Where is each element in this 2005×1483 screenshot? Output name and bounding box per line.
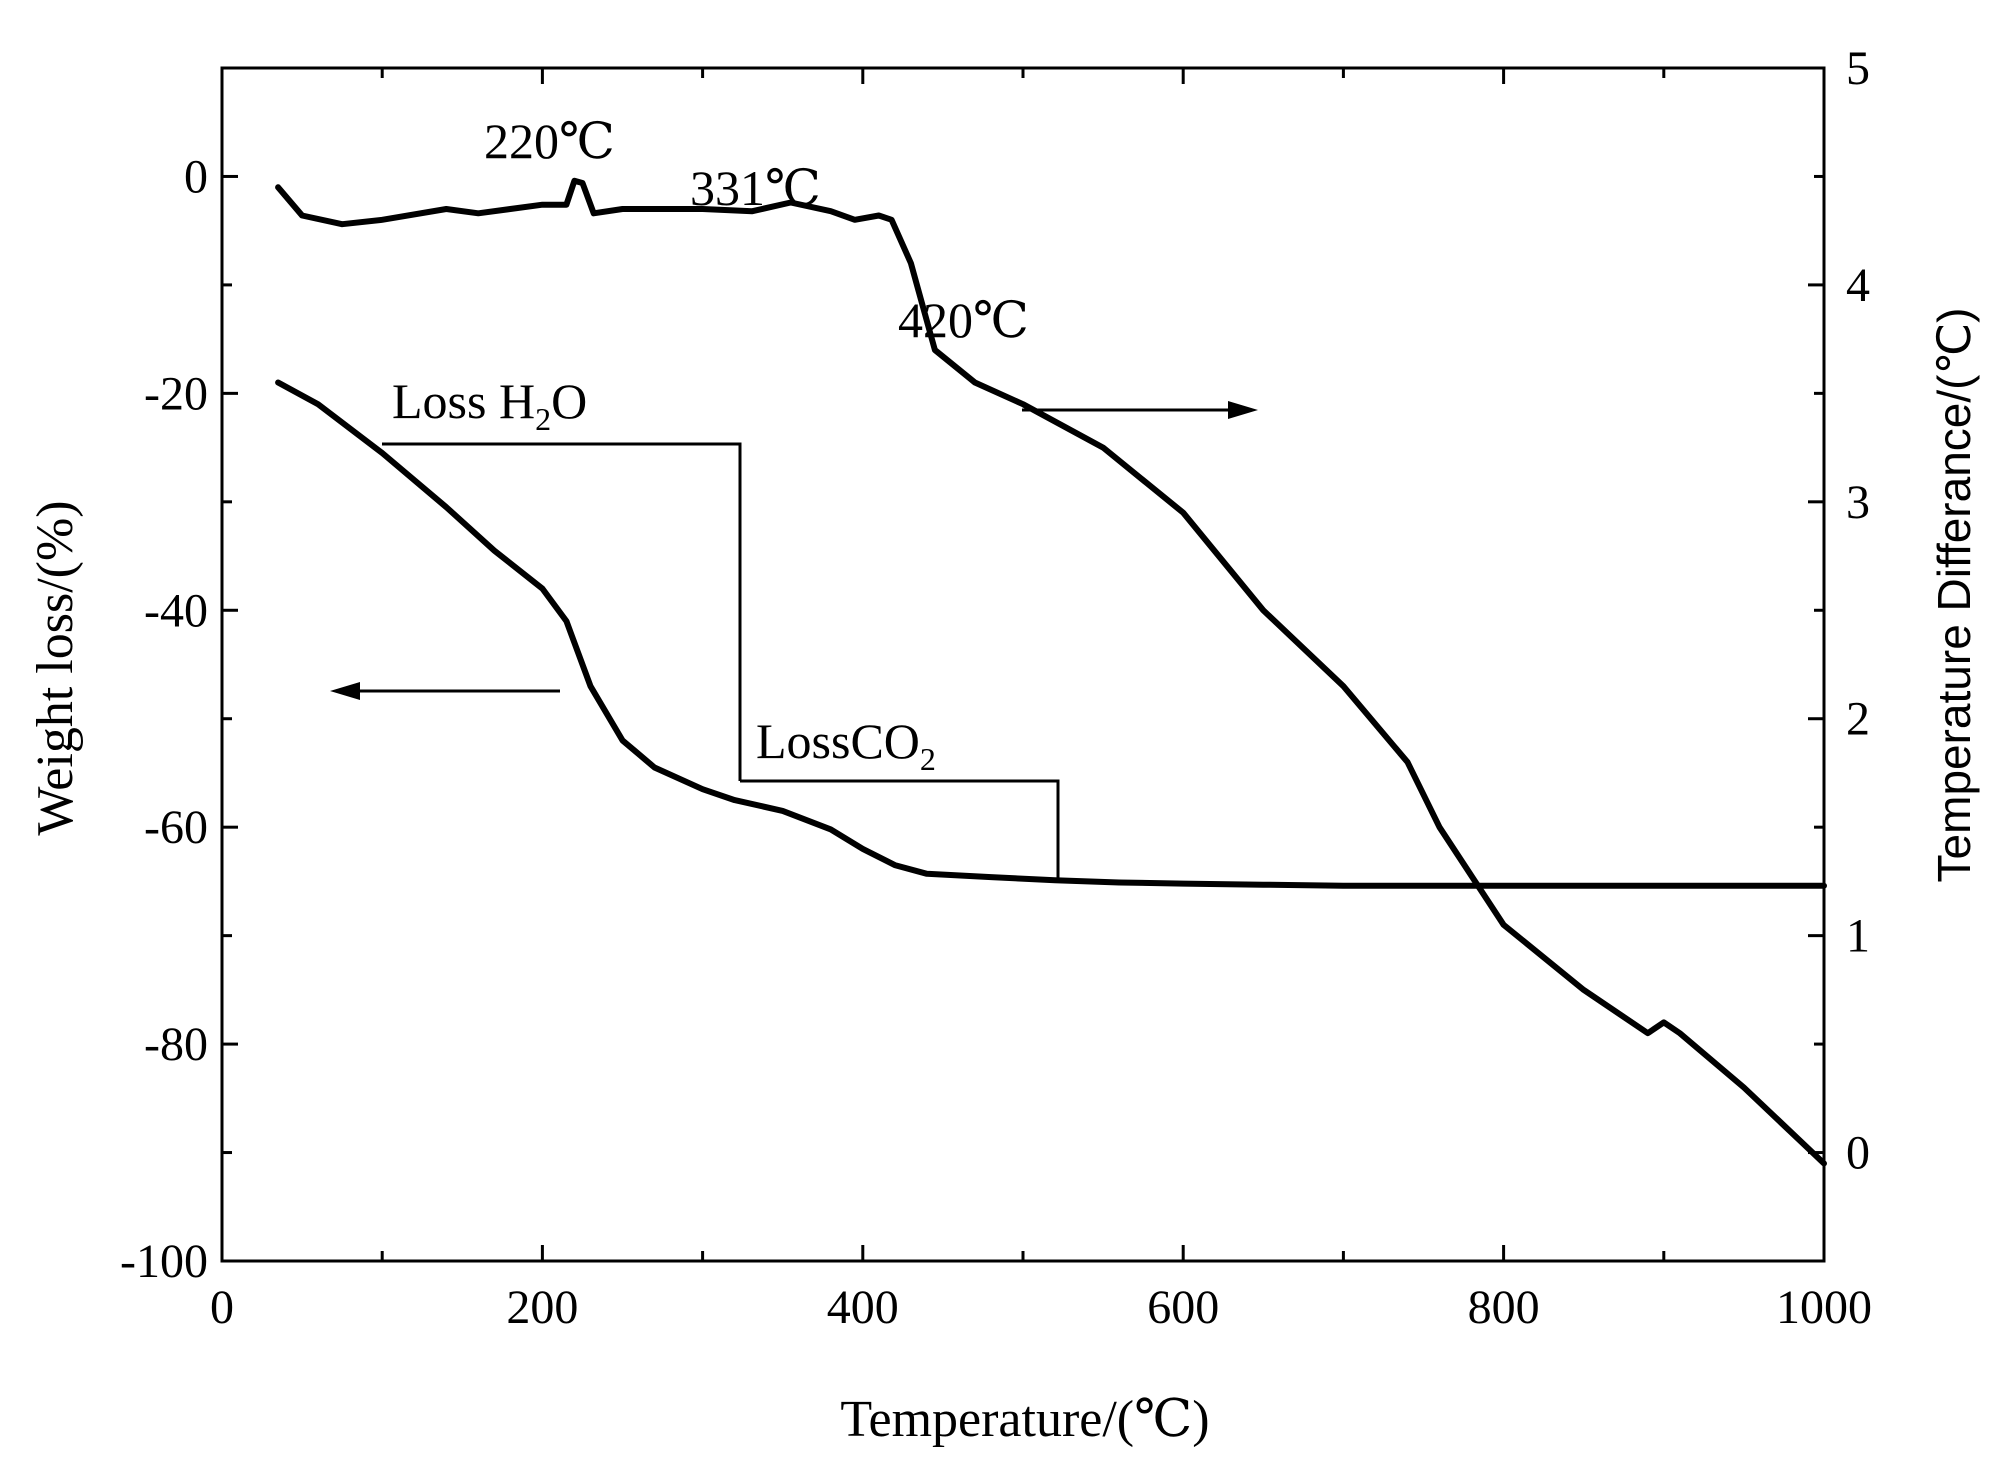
y-left-tick-label--20: -20	[144, 367, 208, 420]
y-right-tick-label-5: 5	[1846, 42, 1870, 95]
x-axis-ticks: 0 200 400 600 800 1000	[210, 68, 1872, 1334]
x-tick-label-400: 400	[827, 1281, 899, 1334]
weight-loss-curve	[275, 379, 1827, 889]
loss-h2o-bracket	[382, 442, 742, 781]
loss-co2-label: LossCO2	[756, 713, 936, 777]
loss-co2-subscript: 2	[920, 741, 936, 777]
y-left-tick-label--80: -80	[144, 1018, 208, 1071]
y-right-axis-ticks: 0 1 2 3 4 5	[1808, 42, 1870, 1263]
loss-h2o-end: O	[551, 373, 587, 429]
temperature-difference-curve	[275, 177, 1827, 1167]
y-left-axis-ticks: -100 -80 -60 -40 -20 0	[120, 66, 238, 1288]
y-left-tick-label-0: 0	[184, 150, 208, 203]
peak-label-331: 331℃	[690, 160, 821, 216]
loss-h2o-label: Loss H2O	[392, 373, 587, 437]
x-tick-label-600: 600	[1147, 1281, 1219, 1334]
plot-frame	[220, 66, 1826, 1263]
right-axis-arrow-head	[1228, 401, 1258, 419]
y-right-tick-label-3: 3	[1846, 476, 1870, 529]
peak-label-220: 220℃	[484, 113, 615, 169]
x-axis-title: Temperature/(℃)	[840, 1391, 1209, 1448]
x-tick-label-1000: 1000	[1776, 1281, 1872, 1334]
x-tick-label-0: 0	[210, 1281, 234, 1334]
y-left-tick-label--60: -60	[144, 801, 208, 854]
y-left-tick-label--100: -100	[120, 1235, 208, 1288]
loss-co2-main: LossCO	[756, 713, 920, 769]
loss-h2o-main: Loss H	[392, 373, 535, 429]
y-right-axis-title: Temperature Differance/(℃)	[1928, 308, 1980, 883]
x-tick-label-200: 200	[506, 1281, 578, 1334]
y-right-tick-label-2: 2	[1846, 693, 1870, 746]
x-tick-label-800: 800	[1468, 1281, 1540, 1334]
y-left-tick-label--40: -40	[144, 584, 208, 637]
y-left-axis-title: Weight loss/(%)	[27, 500, 84, 835]
loss-h2o-subscript: 2	[535, 401, 551, 437]
loss-co2-bracket	[740, 779, 1060, 879]
y-right-tick-label-4: 4	[1846, 259, 1870, 312]
left-axis-arrow-head	[330, 682, 360, 700]
y-right-tick-label-0: 0	[1846, 1127, 1870, 1180]
y-right-tick-label-1: 1	[1846, 910, 1870, 963]
peak-label-420: 420℃	[898, 292, 1029, 348]
